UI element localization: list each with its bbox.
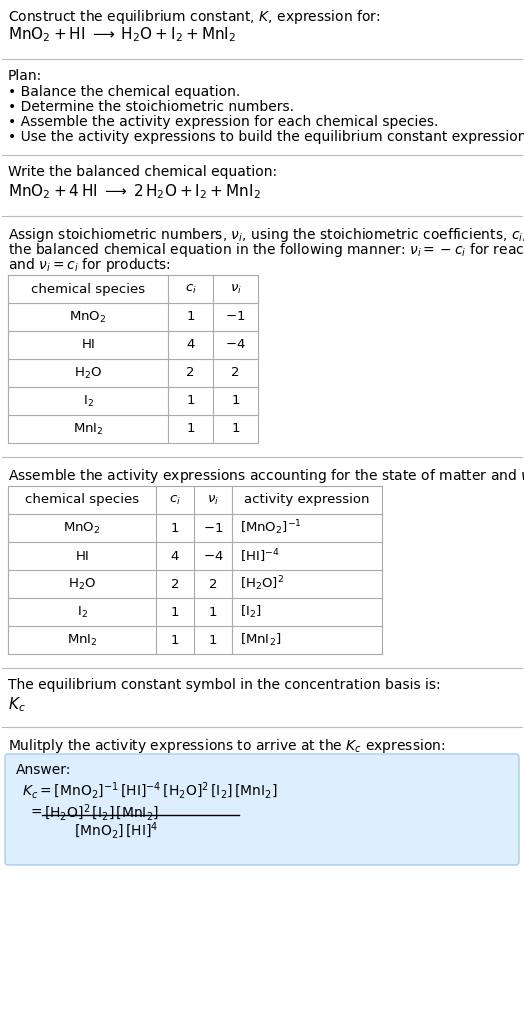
Text: • Use the activity expressions to build the equilibrium constant expression.: • Use the activity expressions to build …: [8, 130, 524, 144]
Text: 2: 2: [186, 366, 195, 379]
Text: Plan:: Plan:: [8, 69, 42, 83]
Text: 1: 1: [231, 422, 240, 435]
Text: $[\mathrm{H_2O}]^2\,[\mathrm{I_2}]\,[\mathrm{MnI_2}]$: $[\mathrm{H_2O}]^2\,[\mathrm{I_2}]\,[\ma…: [44, 803, 159, 824]
Text: 1: 1: [171, 522, 179, 535]
Text: Assign stoichiometric numbers, $\nu_i$, using the stoichiometric coefficients, $: Assign stoichiometric numbers, $\nu_i$, …: [8, 226, 524, 244]
Text: $c_i$: $c_i$: [184, 283, 196, 296]
Text: Assemble the activity expressions accounting for the state of matter and $\nu_i$: Assemble the activity expressions accoun…: [8, 467, 524, 485]
Text: • Determine the stoichiometric numbers.: • Determine the stoichiometric numbers.: [8, 100, 294, 114]
Text: 4: 4: [187, 339, 195, 352]
Text: $\mathrm{H_2O}$: $\mathrm{H_2O}$: [74, 365, 102, 380]
Text: The equilibrium constant symbol in the concentration basis is:: The equilibrium constant symbol in the c…: [8, 678, 441, 692]
Text: activity expression: activity expression: [244, 493, 370, 506]
Text: $[\mathrm{H_2O}]^2$: $[\mathrm{H_2O}]^2$: [240, 575, 284, 593]
Text: $\mathrm{MnO_2}$: $\mathrm{MnO_2}$: [63, 521, 101, 536]
Text: $-1$: $-1$: [225, 310, 246, 323]
Text: $\mathrm{HI}$: $\mathrm{HI}$: [75, 549, 89, 562]
Text: $\mathrm{MnO_2 + HI} \;\longrightarrow\; \mathrm{H_2O + I_2 + MnI_2}$: $\mathrm{MnO_2 + HI} \;\longrightarrow\;…: [8, 25, 236, 44]
Text: $c_i$: $c_i$: [169, 493, 181, 506]
Text: • Balance the chemical equation.: • Balance the chemical equation.: [8, 85, 240, 99]
Text: 1: 1: [209, 634, 217, 647]
Text: and $\nu_i = c_i$ for products:: and $\nu_i = c_i$ for products:: [8, 256, 171, 274]
Text: $\mathrm{HI}$: $\mathrm{HI}$: [81, 339, 95, 352]
Text: 2: 2: [209, 578, 217, 591]
Text: Answer:: Answer:: [16, 763, 71, 777]
Text: Write the balanced chemical equation:: Write the balanced chemical equation:: [8, 165, 277, 179]
Text: 2: 2: [171, 578, 179, 591]
Text: 1: 1: [231, 395, 240, 408]
Text: Construct the equilibrium constant, $K$, expression for:: Construct the equilibrium constant, $K$,…: [8, 8, 380, 26]
Text: 1: 1: [186, 422, 195, 435]
Text: $K_c = [\mathrm{MnO_2}]^{-1}\,[\mathrm{HI}]^{-4}\,[\mathrm{H_2O}]^2\,[\mathrm{I_: $K_c = [\mathrm{MnO_2}]^{-1}\,[\mathrm{H…: [22, 781, 278, 801]
Text: 1: 1: [186, 395, 195, 408]
Text: $[\mathrm{MnO_2}]\,[\mathrm{HI}]^4$: $[\mathrm{MnO_2}]\,[\mathrm{HI}]^4$: [74, 821, 159, 841]
Text: $\nu_i$: $\nu_i$: [207, 493, 219, 506]
Text: $\mathrm{H_2O}$: $\mathrm{H_2O}$: [68, 577, 96, 592]
FancyBboxPatch shape: [5, 754, 519, 865]
Text: 1: 1: [209, 605, 217, 618]
Text: $=$: $=$: [28, 804, 43, 818]
Text: chemical species: chemical species: [31, 283, 145, 296]
Text: $[\mathrm{HI}]^{-4}$: $[\mathrm{HI}]^{-4}$: [240, 547, 279, 564]
Text: $-1$: $-1$: [203, 522, 223, 535]
Text: $\nu_i$: $\nu_i$: [230, 283, 242, 296]
Text: 1: 1: [171, 605, 179, 618]
Text: $-4$: $-4$: [203, 549, 223, 562]
Text: $[\mathrm{I_2}]$: $[\mathrm{I_2}]$: [240, 604, 261, 620]
Text: $\mathrm{MnO_2}$: $\mathrm{MnO_2}$: [69, 309, 107, 324]
Text: 1: 1: [171, 634, 179, 647]
Text: the balanced chemical equation in the following manner: $\nu_i = -c_i$ for react: the balanced chemical equation in the fo…: [8, 241, 524, 259]
Text: $-4$: $-4$: [225, 339, 246, 352]
Text: $K_c$: $K_c$: [8, 695, 26, 714]
Text: $\mathrm{I_2}$: $\mathrm{I_2}$: [83, 394, 93, 409]
Text: 2: 2: [231, 366, 240, 379]
Text: $\mathrm{MnI_2}$: $\mathrm{MnI_2}$: [67, 633, 97, 648]
Text: $\mathrm{MnI_2}$: $\mathrm{MnI_2}$: [73, 421, 103, 436]
Text: $[\mathrm{MnO_2}]^{-1}$: $[\mathrm{MnO_2}]^{-1}$: [240, 519, 302, 537]
Text: • Assemble the activity expression for each chemical species.: • Assemble the activity expression for e…: [8, 115, 439, 129]
Text: $\mathrm{MnO_2 + 4\,HI} \;\longrightarrow\; \mathrm{2\,H_2O + I_2 + MnI_2}$: $\mathrm{MnO_2 + 4\,HI} \;\longrightarro…: [8, 182, 260, 200]
Text: $[\mathrm{MnI_2}]$: $[\mathrm{MnI_2}]$: [240, 632, 281, 648]
Text: $\mathrm{I_2}$: $\mathrm{I_2}$: [77, 604, 88, 619]
Text: 4: 4: [171, 549, 179, 562]
Text: chemical species: chemical species: [25, 493, 139, 506]
Text: Mulitply the activity expressions to arrive at the $K_c$ expression:: Mulitply the activity expressions to arr…: [8, 737, 445, 755]
Text: 1: 1: [186, 310, 195, 323]
